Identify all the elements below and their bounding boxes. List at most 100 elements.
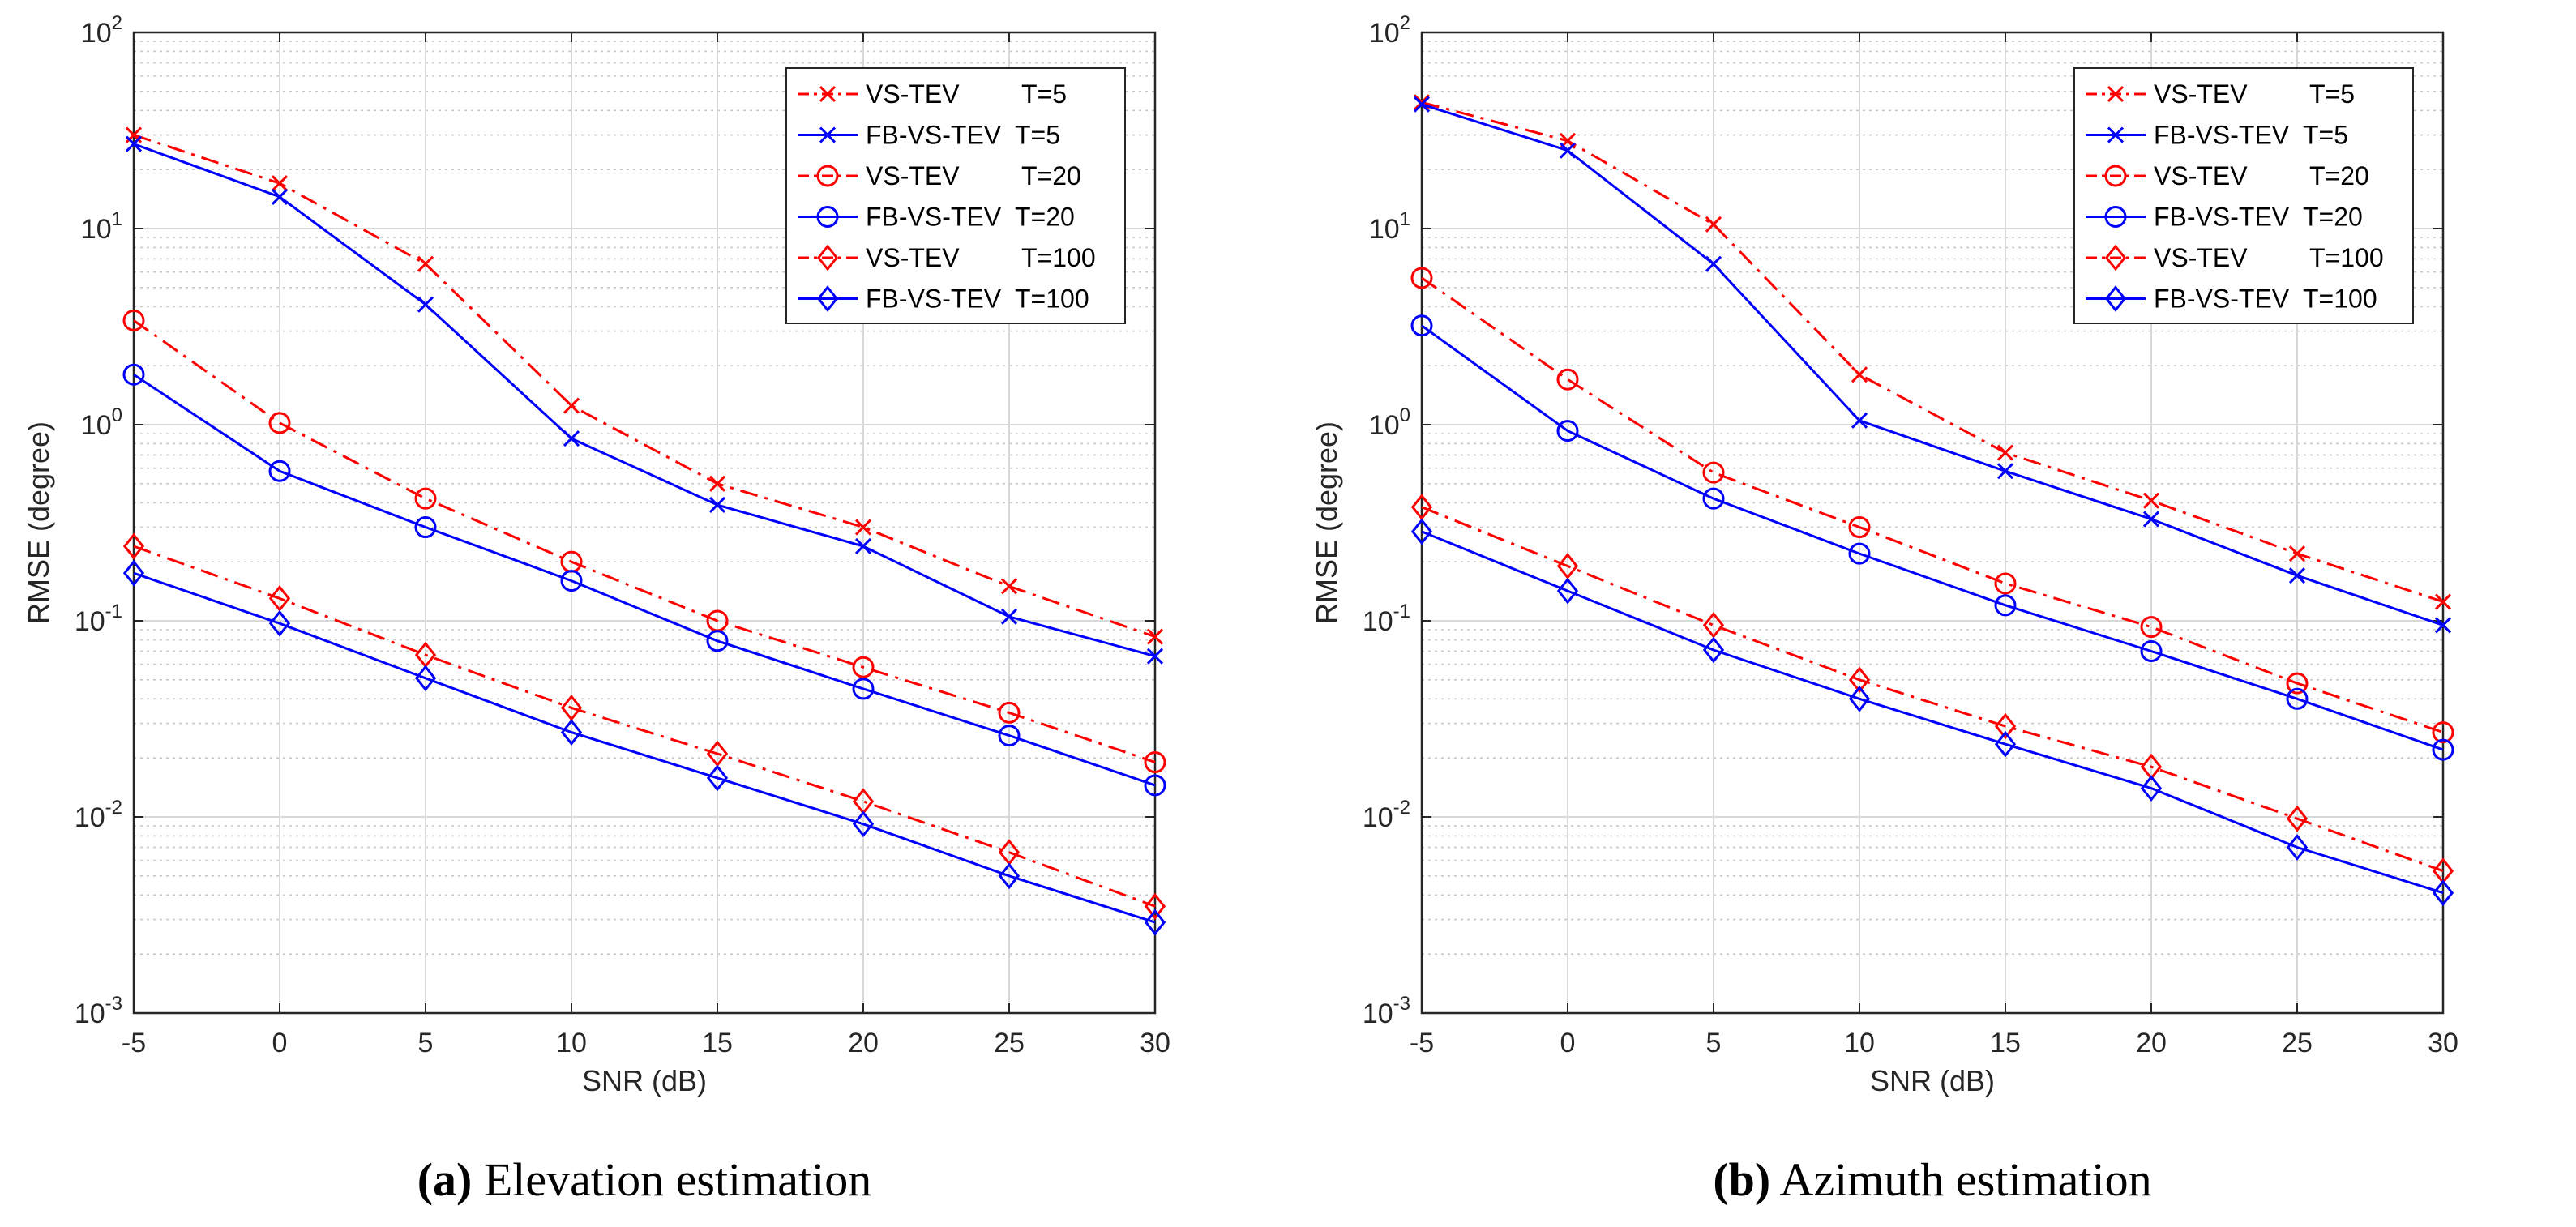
series-line: [1421, 506, 2444, 873]
data-point-marker: [122, 532, 145, 560]
data-point-marker: [998, 862, 1021, 890]
data-point-marker: [2434, 617, 2452, 634]
data-point-marker: [563, 397, 580, 414]
data-point-marker: [563, 430, 580, 447]
data-point-marker: [852, 678, 875, 700]
data-point-marker: [268, 460, 291, 482]
x-tick-label: 10: [556, 1028, 587, 1058]
x-axis-label: SNR (dB): [582, 1064, 707, 1097]
x-tick-label: 20: [848, 1028, 879, 1058]
data-point-marker: [1702, 636, 1725, 664]
legend-marker: [2104, 285, 2127, 312]
series-1: [125, 126, 1164, 645]
legend-label: VS-TEV: [2154, 79, 2248, 109]
data-point-marker: [2286, 834, 2309, 861]
legend-marker: [816, 285, 839, 312]
legend-param: T=100: [1021, 243, 1096, 272]
x-tick-label: 5: [418, 1028, 434, 1058]
x-tick-label: 25: [2282, 1028, 2313, 1058]
x-tick-label: 0: [272, 1028, 288, 1058]
y-axis-label: RMSE (degree): [1310, 421, 1343, 624]
data-point-marker: [2140, 616, 2163, 639]
series-4: [122, 363, 1166, 797]
data-point-marker: [2142, 511, 2160, 528]
x-tick-label: -5: [1410, 1028, 1434, 1058]
data-point-marker: [1144, 908, 1166, 936]
data-point-marker: [1556, 577, 1579, 605]
data-point-marker: [1996, 463, 2014, 480]
data-point-marker: [998, 725, 1021, 747]
data-point-marker: [2142, 492, 2160, 509]
data-point-marker: [1413, 94, 1431, 111]
series-line: [1421, 103, 2444, 626]
series-line: [133, 319, 1156, 763]
axis-box: [132, 31, 1157, 1015]
series-line: [133, 373, 1156, 787]
data-point-marker: [1556, 420, 1579, 442]
series-line: [1421, 276, 2444, 734]
data-point-marker: [1702, 461, 1725, 484]
data-point-marker: [122, 559, 145, 587]
series-2: [1413, 96, 2452, 634]
data-point-marker: [706, 630, 729, 652]
legend-param: T=5: [1015, 121, 1060, 150]
y-tick-label: 10-2: [75, 797, 122, 833]
x-tick-label: 30: [1140, 1028, 1170, 1058]
series-line: [133, 143, 1156, 658]
data-point-marker: [2140, 639, 2163, 662]
data-point-marker: [1848, 666, 1871, 694]
y-tick-label: 10-3: [75, 993, 122, 1029]
x-tick-label: -5: [122, 1028, 146, 1058]
data-point-marker: [1144, 892, 1166, 920]
legend-param: T=20: [2309, 161, 2369, 190]
legend-marker: [2104, 244, 2127, 271]
legend-marker: [2107, 85, 2125, 103]
data-point-marker: [706, 764, 729, 792]
data-point-marker: [1559, 142, 1577, 159]
data-point-marker: [414, 516, 437, 539]
data-point-marker: [2286, 805, 2309, 832]
figure-caption: (a) Elevation estimation: [417, 1153, 872, 1206]
legend-label: VS-TEV: [866, 243, 960, 272]
y-tick-label: 10-2: [1363, 797, 1410, 833]
legend-param: T=5: [1021, 79, 1067, 109]
data-point-marker: [268, 412, 291, 434]
x-tick-label: 20: [2136, 1028, 2167, 1058]
legend-label: FB-VS-TEV: [866, 203, 1002, 232]
data-point-marker: [708, 475, 726, 492]
data-point-marker: [854, 519, 872, 536]
data-point-marker: [1000, 578, 1018, 595]
data-point-marker: [1705, 255, 1722, 272]
series-line: [133, 545, 1156, 908]
data-point-marker: [1146, 648, 1164, 665]
legend-param: T=5: [2303, 121, 2348, 150]
legend-param: T=20: [1021, 161, 1081, 190]
data-point-marker: [1851, 366, 1868, 383]
chart-panel-a: -5 0 5 10 15 20 25 30 102 101 100 10-1 10-2 10-3 SNR (…: [22, 12, 1170, 1206]
legend-label: FB-VS-TEV: [2154, 284, 2290, 314]
legend: VS-TEV T=5 FB-VS-TEV T=5 VS-TEV T=20 FB-VS-TEV…: [785, 67, 1126, 324]
legend-box: [2073, 67, 2414, 324]
legend-param: T=100: [2303, 284, 2377, 314]
series-3: [122, 309, 1166, 774]
series-line: [1421, 324, 2444, 751]
legend-param: T=5: [2309, 79, 2355, 109]
legend-label: VS-TEV: [866, 161, 960, 190]
data-point-marker: [122, 309, 145, 331]
data-point-marker: [417, 296, 434, 313]
x-tick-label: 5: [1706, 1028, 1722, 1058]
legend-label: VS-TEV: [2154, 161, 2248, 190]
legend-label: FB-VS-TEV: [866, 284, 1002, 314]
legend-marker: [819, 85, 837, 103]
data-point-marker: [1996, 444, 2014, 461]
data-point-marker: [271, 188, 289, 206]
data-point-marker: [1702, 611, 1725, 639]
data-point-marker: [1848, 516, 1871, 539]
x-tick-label: 30: [2428, 1028, 2458, 1058]
data-point-marker: [560, 719, 583, 746]
legend-marker: [816, 165, 839, 187]
data-point-marker: [998, 701, 1021, 724]
x-tick-label: 15: [702, 1028, 733, 1058]
y-tick-label: 10-1: [1363, 601, 1410, 637]
legend-marker: [819, 126, 837, 143]
